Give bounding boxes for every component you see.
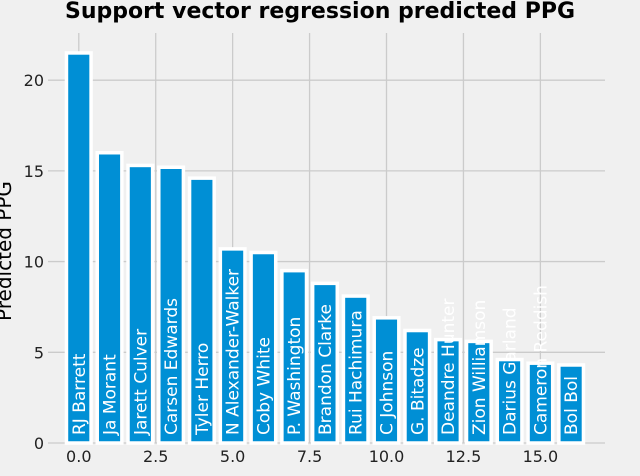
bar-label: RJ Barrett [70, 353, 90, 435]
bar [433, 337, 463, 445]
bar [280, 268, 309, 445]
bar [403, 328, 432, 445]
y-axis-label: Predicted PPG [0, 181, 16, 321]
y-tick-label: 5 [34, 343, 44, 362]
x-tick-label: 12.5 [446, 447, 482, 466]
y-axis-ticks: 0 5 10 15 20 [24, 71, 44, 453]
bar [341, 294, 370, 445]
bar [64, 51, 93, 445]
bar-label: Darius Garland [501, 307, 521, 435]
bar-label: C Johnson [378, 351, 398, 435]
bar [187, 176, 216, 445]
chart-title: Support vector regression predicted PPG [65, 0, 575, 24]
y-tick-label: 0 [34, 434, 44, 453]
bar-label: Carsen Edwards [162, 298, 182, 435]
bar [126, 163, 155, 445]
bar [372, 316, 401, 445]
bar-label: N Alexander-Walker [224, 269, 244, 435]
bar-label: G. Bitadze [408, 347, 428, 435]
bar-label: Coby White [254, 337, 274, 435]
y-tick-label: 10 [24, 253, 44, 272]
bar [249, 250, 278, 445]
x-tick-label: 7.5 [297, 447, 322, 466]
x-tick-label: 15.0 [523, 447, 559, 466]
bar-label: Cameron Reddish [531, 285, 551, 435]
y-tick-label: 15 [24, 162, 44, 181]
bar-label: Bol Bol [562, 376, 582, 435]
bar [526, 361, 555, 445]
x-tick-label: 5.0 [220, 447, 245, 466]
x-tick-label: 10.0 [369, 447, 405, 466]
bar-label: Ja Morant [101, 354, 121, 436]
bar-label: P. Washington [285, 317, 305, 435]
x-axis-ticks: 0.0 2.5 5.0 7.5 10.0 12.5 15.0 [66, 447, 558, 466]
bar [495, 357, 524, 445]
bar-label: Deandre Hunter [439, 299, 459, 435]
bars [64, 51, 586, 445]
bar [218, 247, 247, 445]
bar-labels: RJ Barrett Ja Morant Jarett Culver Carsen E… [70, 269, 582, 436]
bar [157, 165, 186, 445]
bar-label: Jarett Culver [131, 329, 151, 436]
bar-label: Rui Hachimura [347, 310, 367, 435]
bar-label: Zion Williamson [470, 300, 490, 435]
bar [310, 281, 340, 445]
x-tick-label: 2.5 [143, 447, 168, 466]
bar [557, 363, 586, 445]
x-tick-label: 0.0 [66, 447, 91, 466]
bar [464, 339, 493, 445]
bar-label: Brandon Clarke [316, 304, 336, 435]
bar [95, 150, 124, 445]
bar-label: Tyler Herro [193, 343, 213, 436]
y-tick-label: 20 [24, 71, 44, 90]
